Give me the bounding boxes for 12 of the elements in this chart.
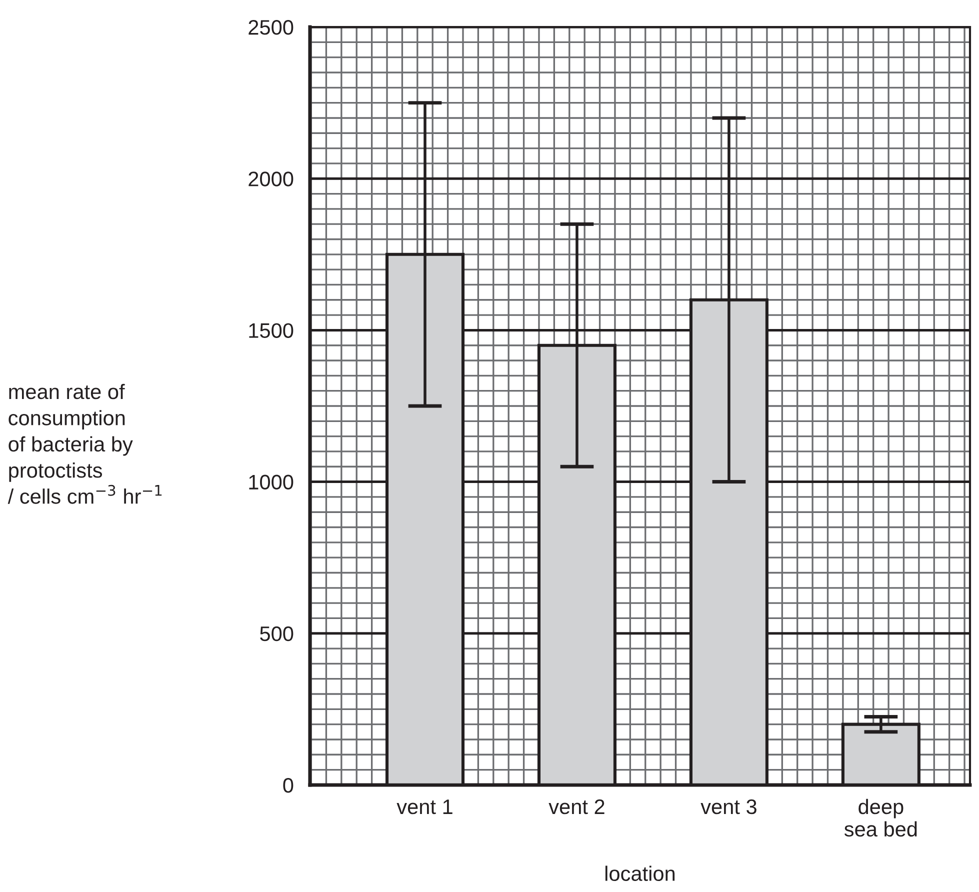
x-tick-label: vent 3 [700, 799, 756, 814]
y-axis-title: mean rate of consumption of bacteria by protoctists / cells cm$^{−3}$ hr$^{−1}$ [8, 384, 162, 504]
y-tick-label: 2000 [248, 172, 294, 186]
y-tick-label: 2500 [248, 20, 294, 35]
y-tick-label: 1000 [249, 474, 294, 490]
x-axis-title: location [605, 866, 675, 882]
y-tick-label: 0 [283, 778, 294, 793]
x-tick-label: vent 2 [548, 799, 604, 814]
y-tick-label: 1500 [249, 323, 294, 338]
x-tick-label: vent 1 [396, 800, 452, 814]
x-tick-label: deep sea bed [844, 798, 917, 837]
y-tick-label: 500 [260, 626, 294, 642]
